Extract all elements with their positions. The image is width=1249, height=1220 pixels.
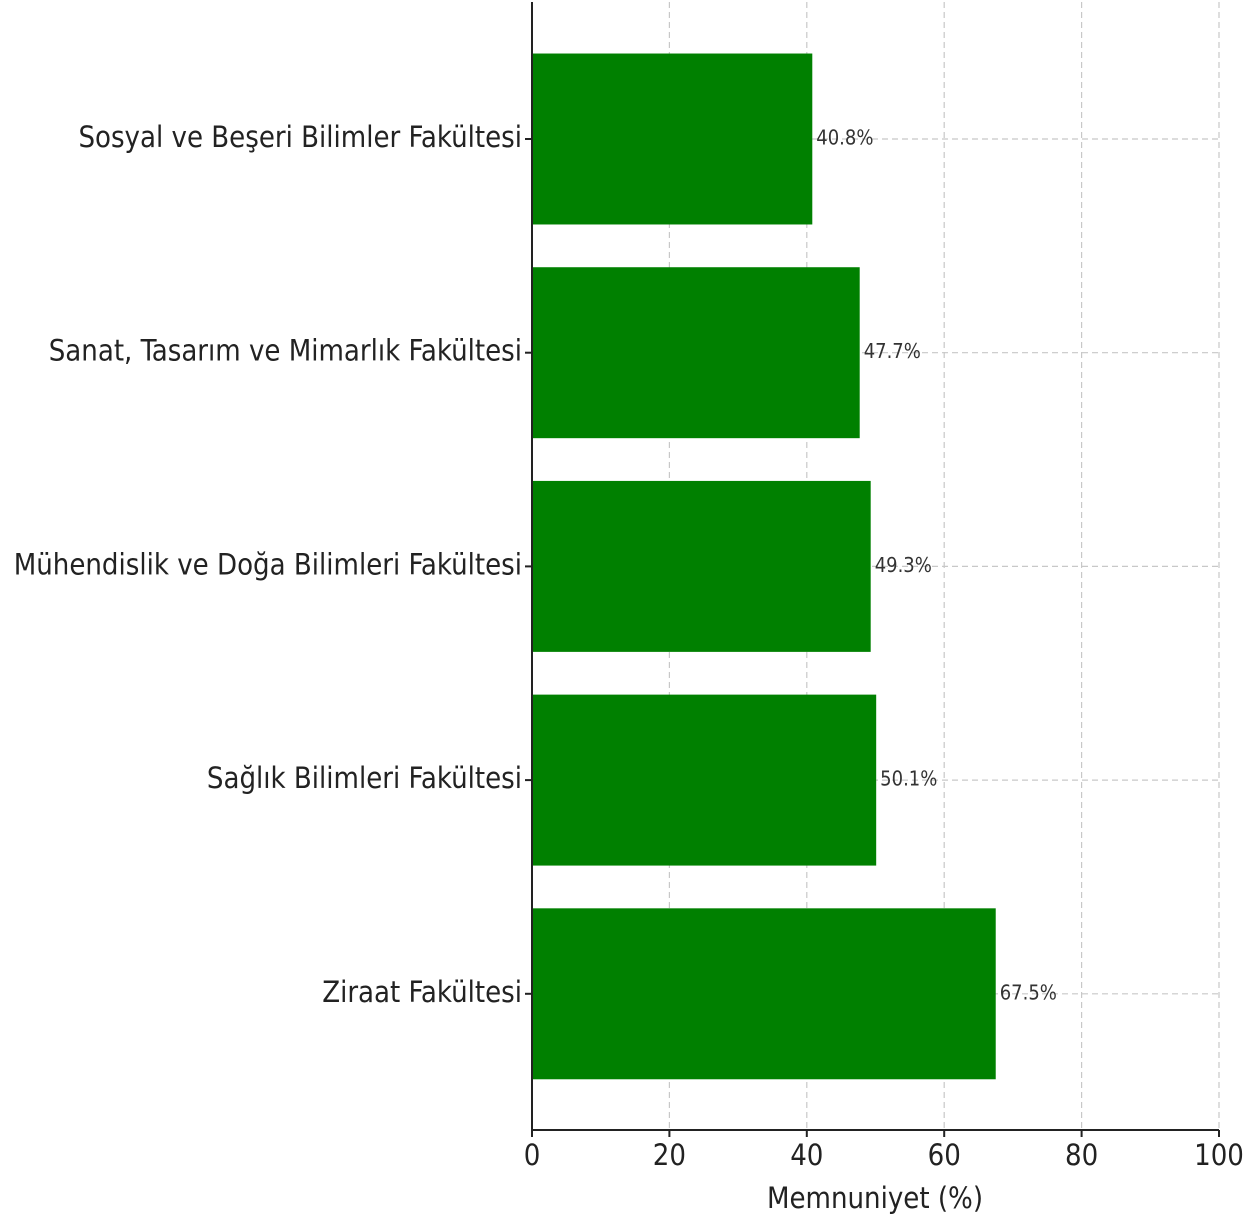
y-tick-label: Sağlık Bilimleri Fakültesi xyxy=(207,761,522,795)
x-tick-label: 20 xyxy=(653,1138,686,1172)
x-axis-label: Memnuniyet (%) xyxy=(767,1181,983,1215)
value-label: 50.1% xyxy=(880,767,937,791)
value-label: 49.3% xyxy=(875,553,932,577)
y-tick-label: Sanat, Tasarım ve Mimarlık Fakültesi xyxy=(49,334,522,368)
x-tick-label: 40 xyxy=(790,1138,823,1172)
x-tick-label: 60 xyxy=(928,1138,961,1172)
value-label: 67.5% xyxy=(1000,980,1057,1004)
value-label: 47.7% xyxy=(864,339,921,363)
bar xyxy=(532,267,860,439)
y-tick-label: Ziraat Fakültesi xyxy=(322,975,522,1009)
x-tick-label: 100 xyxy=(1194,1138,1244,1172)
bar xyxy=(532,480,871,652)
y-tick-label: Sosyal ve Beşeri Bilimler Fakültesi xyxy=(78,120,522,154)
x-tick-label: 80 xyxy=(1065,1138,1098,1172)
bar xyxy=(532,53,813,225)
y-tick-label: Mühendislik ve Doğa Bilimleri Fakültesi xyxy=(14,547,522,581)
value-label: 40.8% xyxy=(816,126,873,150)
bar xyxy=(532,908,996,1080)
bar xyxy=(532,694,877,866)
x-tick-label: 0 xyxy=(524,1138,541,1172)
